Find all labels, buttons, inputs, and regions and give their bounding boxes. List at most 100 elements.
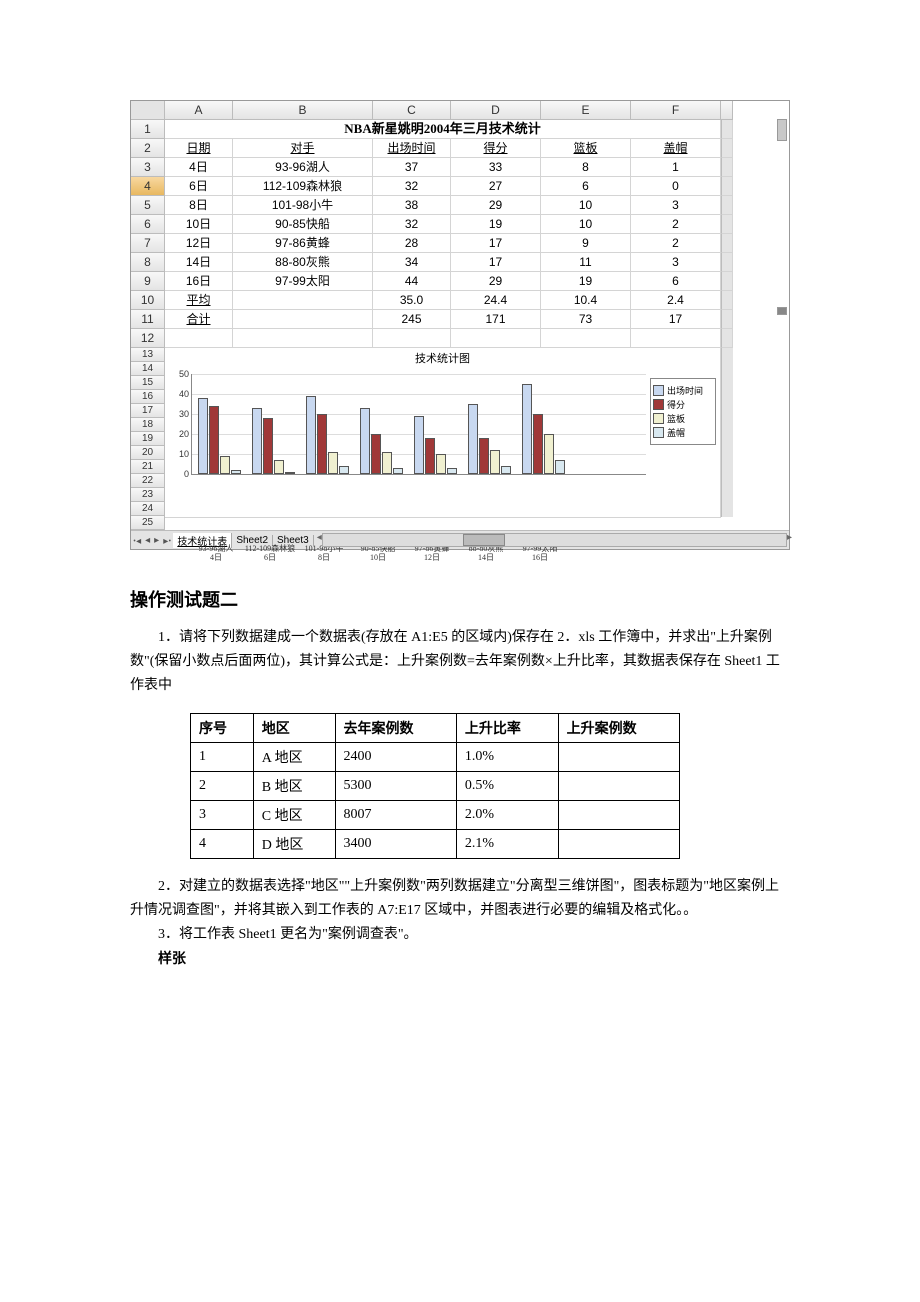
data-cell: 2 — [631, 215, 721, 234]
data-cell: 11 — [541, 253, 631, 272]
row-header-6[interactable]: 6 — [131, 215, 165, 234]
row-header-17[interactable]: 17 — [131, 404, 165, 418]
table-header: 序号 — [191, 714, 254, 743]
bar — [425, 438, 435, 474]
row-header-20[interactable]: 20 — [131, 446, 165, 460]
summary-cell: 2.4 — [631, 291, 721, 310]
row-header-24[interactable]: 24 — [131, 502, 165, 516]
excel-screenshot: ABCDEF1NBA新星姚明2004年三月技术统计2日期对手出场时间得分篮板盖帽… — [130, 100, 790, 550]
row-header-21[interactable]: 21 — [131, 460, 165, 474]
data-cell: 29 — [451, 196, 541, 215]
bar — [544, 434, 554, 474]
col-header-A[interactable]: A — [165, 101, 233, 120]
col-header-D[interactable]: D — [451, 101, 541, 120]
data-cell: 27 — [451, 177, 541, 196]
data-cell: 37 — [373, 158, 451, 177]
col-header-E[interactable]: E — [541, 101, 631, 120]
data-cell: 0 — [631, 177, 721, 196]
table-cell: 5300 — [335, 772, 456, 801]
data-cell: 8日 — [165, 196, 233, 215]
row-header-14[interactable]: 14 — [131, 362, 165, 376]
scroll-thumb[interactable] — [463, 534, 505, 546]
sample-label: 样张 — [130, 947, 790, 971]
table-cell — [558, 743, 679, 772]
row-header-10[interactable]: 10 — [131, 291, 165, 310]
tab-nav-prev-icon[interactable]: ◂ — [143, 535, 152, 546]
row-header-2[interactable]: 2 — [131, 139, 165, 158]
vertical-scrollbar[interactable] — [777, 119, 787, 141]
data-cell: 16日 — [165, 272, 233, 291]
table-cell: 1.0% — [456, 743, 558, 772]
row-header-15[interactable]: 15 — [131, 376, 165, 390]
row-header-7[interactable]: 7 — [131, 234, 165, 253]
row-header-18[interactable]: 18 — [131, 418, 165, 432]
row-header-16[interactable]: 16 — [131, 390, 165, 404]
row-header-3[interactable]: 3 — [131, 158, 165, 177]
row-header-23[interactable]: 23 — [131, 488, 165, 502]
data-cell: 6 — [631, 272, 721, 291]
bar-group — [198, 398, 241, 474]
bar — [306, 396, 316, 474]
data-cell: 90-85快船 — [233, 215, 373, 234]
row-header-9[interactable]: 9 — [131, 272, 165, 291]
tab-nav-next-icon[interactable]: ▸ — [152, 535, 161, 546]
row-header-1[interactable]: 1 — [131, 120, 165, 139]
empty-cell — [233, 329, 373, 348]
data-cell: 4日 — [165, 158, 233, 177]
bar — [274, 460, 284, 474]
table-cell: 4 — [191, 830, 254, 859]
data-header: 篮板 — [541, 139, 631, 158]
data-cell: 14日 — [165, 253, 233, 272]
tab-nav-first-icon[interactable]: ꞏ◂ — [131, 533, 143, 547]
data-cell: 6日 — [165, 177, 233, 196]
bar — [447, 468, 457, 474]
summary-cell — [233, 291, 373, 310]
row-header-25[interactable]: 25 — [131, 516, 165, 530]
data-cell: 29 — [451, 272, 541, 291]
bar — [555, 460, 565, 474]
data-cell: 10 — [541, 196, 631, 215]
section-heading: 操作测试题二 — [130, 586, 790, 612]
row-header-22[interactable]: 22 — [131, 474, 165, 488]
bar — [501, 466, 511, 474]
data-cell: 6 — [541, 177, 631, 196]
scroll-gutter — [721, 158, 733, 177]
summary-cell: 17 — [631, 310, 721, 329]
table-cell: 3400 — [335, 830, 456, 859]
summary-cell: 平均 — [165, 291, 233, 310]
row-header-11[interactable]: 11 — [131, 310, 165, 329]
scroll-gutter — [721, 310, 733, 329]
bar — [328, 452, 338, 474]
data-cell: 32 — [373, 177, 451, 196]
paragraph-2: 2．对建立的数据表选择"地区""上升案例数"两列数据建立"分离型三维饼图"，图表… — [130, 875, 790, 923]
data-cell: 97-99太阳 — [233, 272, 373, 291]
data-cell: 112-109森林狼 — [233, 177, 373, 196]
tab-nav-last-icon[interactable]: ▸ꞏ — [161, 533, 173, 547]
bar — [231, 470, 241, 474]
bar-group — [306, 396, 349, 474]
col-header-C[interactable]: C — [373, 101, 451, 120]
scroll-gutter — [721, 272, 733, 291]
row-header-13[interactable]: 13 — [131, 348, 165, 362]
table-cell: 2.0% — [456, 801, 558, 830]
horizontal-scrollbar[interactable]: ◂ ▸ — [322, 533, 787, 547]
data-cell: 12日 — [165, 234, 233, 253]
row-header-8[interactable]: 8 — [131, 253, 165, 272]
table-cell: D 地区 — [253, 830, 335, 859]
summary-cell: 245 — [373, 310, 451, 329]
row-header-4[interactable]: 4 — [131, 177, 165, 196]
row-header-5[interactable]: 5 — [131, 196, 165, 215]
data-header: 出场时间 — [373, 139, 451, 158]
col-header-B[interactable]: B — [233, 101, 373, 120]
summary-cell: 合计 — [165, 310, 233, 329]
select-all-cell[interactable] — [131, 101, 165, 120]
table-cell — [558, 772, 679, 801]
data-cell: 17 — [451, 234, 541, 253]
summary-cell — [233, 310, 373, 329]
col-header-F[interactable]: F — [631, 101, 721, 120]
chart-title: 技术统计图 — [165, 348, 720, 368]
bar-group — [414, 416, 457, 474]
table-header: 上升比率 — [456, 714, 558, 743]
row-header-12[interactable]: 12 — [131, 329, 165, 348]
row-header-19[interactable]: 19 — [131, 432, 165, 446]
